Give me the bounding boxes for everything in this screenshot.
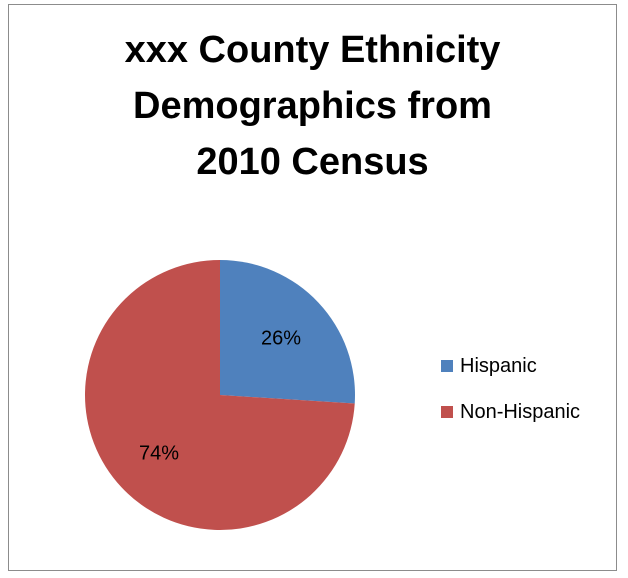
pie-slice-non-hispanic bbox=[84, 260, 355, 530]
legend-item-non-hispanic: Non-Hispanic bbox=[441, 400, 580, 424]
chart-title-line-3: 2010 Census bbox=[196, 141, 429, 183]
pie-slice-hispanic bbox=[220, 260, 355, 404]
pie-label-non-hispanic: 74% bbox=[139, 442, 179, 464]
legend-item-hispanic: Hispanic bbox=[441, 354, 580, 378]
legend-swatch-hispanic bbox=[441, 360, 453, 372]
chart-title-line-2: Demographics from bbox=[133, 85, 492, 127]
chart-area: xxx County Ethnicity Demographics from 2… bbox=[8, 4, 617, 571]
legend: Hispanic Non-Hispanic bbox=[441, 354, 580, 446]
pie-label-hispanic: 26% bbox=[261, 328, 301, 350]
legend-swatch-non-hispanic bbox=[441, 406, 453, 418]
chart-title-line-1: xxx County Ethnicity bbox=[124, 29, 501, 71]
legend-label-hispanic: Hispanic bbox=[460, 354, 537, 377]
pie-chart: 26% 74% bbox=[84, 260, 355, 530]
chart-title: xxx County Ethnicity Demographics from 2… bbox=[9, 22, 616, 190]
legend-label-non-hispanic: Non-Hispanic bbox=[460, 400, 581, 423]
